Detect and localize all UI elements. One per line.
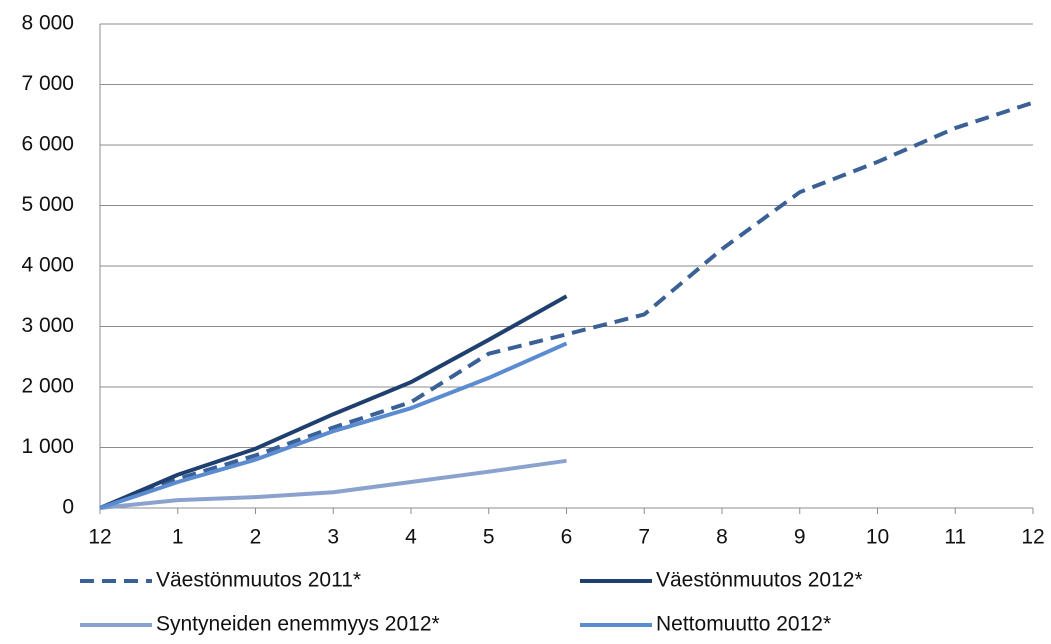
legend-label: Syntyneiden enemmyys 2012* [156,613,440,636]
x-tick-label: 6 [561,526,573,549]
x-tick-label: 3 [327,526,339,549]
y-tick-label: 3 000 [21,314,74,337]
x-tick-label: 9 [794,526,806,549]
x-tick-label: 8 [716,526,728,549]
series-line [99,100,1034,510]
series-line [99,294,568,510]
x-tick-label: 11 [944,526,966,549]
x-tick-label: 12 [88,526,111,549]
x-tick-label: 7 [638,526,650,549]
y-tick-label: 1 000 [21,435,74,458]
legend-label: Nettomuutto 2012* [656,613,831,636]
x-tick-label: 12 [1021,526,1044,549]
series-line [99,341,568,510]
legend-label: Väestönmuutos 2011* [156,569,361,592]
x-tick-label: 4 [405,526,417,549]
y-tick-label: 5 000 [21,193,74,216]
x-tick-label: 1 [172,526,184,549]
y-tick-label: 2 000 [21,375,74,398]
y-tick-label: 0 [62,496,74,519]
y-tick-label: 8 000 [21,12,74,35]
x-tick-label: 10 [866,526,889,549]
series-line [99,458,567,510]
y-tick-label: 7 000 [21,72,74,95]
x-tick-label: 5 [483,526,495,549]
x-tick-label: 2 [250,526,262,549]
y-tick-label: 4 000 [21,254,74,277]
y-tick-label: 6 000 [21,133,74,156]
legend-label: Väestönmuutos 2012* [656,569,863,592]
